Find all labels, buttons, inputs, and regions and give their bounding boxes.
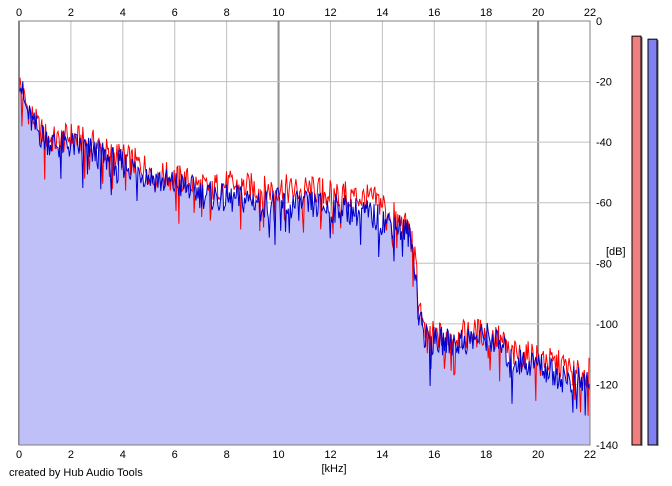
x-tick-label-bottom: 4 — [120, 449, 126, 461]
x-tick-label-top: 20 — [532, 7, 544, 19]
x-tick-label-top: 22 — [584, 7, 596, 19]
x-tick-label-top: 0 — [16, 7, 22, 19]
x-tick-label-bottom: 6 — [172, 449, 178, 461]
level-meter-0 — [631, 35, 642, 446]
x-tick-label-top: 10 — [272, 7, 284, 19]
x-tick-label-bottom: 16 — [428, 449, 440, 461]
x-tick-label-top: 12 — [324, 7, 336, 19]
y-tick-label: -100 — [596, 319, 618, 331]
x-tick-label-top: 4 — [120, 7, 126, 19]
x-tick-label-bottom: 14 — [376, 449, 388, 461]
plot-frame — [18, 20, 591, 446]
series-line-0 — [18, 77, 591, 416]
credit-text: created by Hub Audio Tools — [9, 467, 143, 479]
x-tick-label-top: 8 — [224, 7, 230, 19]
tick-labels: 002244668810101212141416161818202022220-… — [16, 7, 618, 461]
y-tick-label: -120 — [596, 379, 618, 391]
y-tick-label: -20 — [596, 77, 612, 89]
y-tick-label: -140 — [596, 440, 618, 452]
y-tick-label: -60 — [596, 198, 612, 210]
x-tick-label-bottom: 12 — [324, 449, 336, 461]
x-tick-label-top: 2 — [68, 7, 74, 19]
spectrum-fill — [19, 81, 590, 446]
spectrum-area — [19, 81, 590, 446]
level-meter-1 — [647, 38, 658, 446]
x-tick-label-top: 16 — [428, 7, 440, 19]
x-tick-label-top: 18 — [480, 7, 492, 19]
x-tick-label-top: 6 — [172, 7, 178, 19]
series-lines — [18, 77, 591, 416]
y-tick-label: 0 — [596, 16, 602, 28]
x-tick-label-bottom: 22 — [584, 449, 596, 461]
x-tick-label-bottom: 18 — [480, 449, 492, 461]
x-tick-label-bottom: 20 — [532, 449, 544, 461]
x-axis-label: [kHz] — [321, 463, 346, 475]
x-tick-label-bottom: 8 — [224, 449, 230, 461]
x-tick-label-bottom: 0 — [16, 449, 22, 461]
series-line-1 — [18, 81, 591, 416]
x-tick-label-bottom: 2 — [68, 449, 74, 461]
y-tick-label: -80 — [596, 258, 612, 270]
level-meters — [631, 35, 659, 446]
axes — [18, 20, 591, 446]
x-tick-label-bottom: 10 — [272, 449, 284, 461]
y-axis-label: [dB] — [606, 246, 626, 258]
y-tick-label: -40 — [596, 137, 612, 149]
x-tick-label-top: 14 — [376, 7, 388, 19]
